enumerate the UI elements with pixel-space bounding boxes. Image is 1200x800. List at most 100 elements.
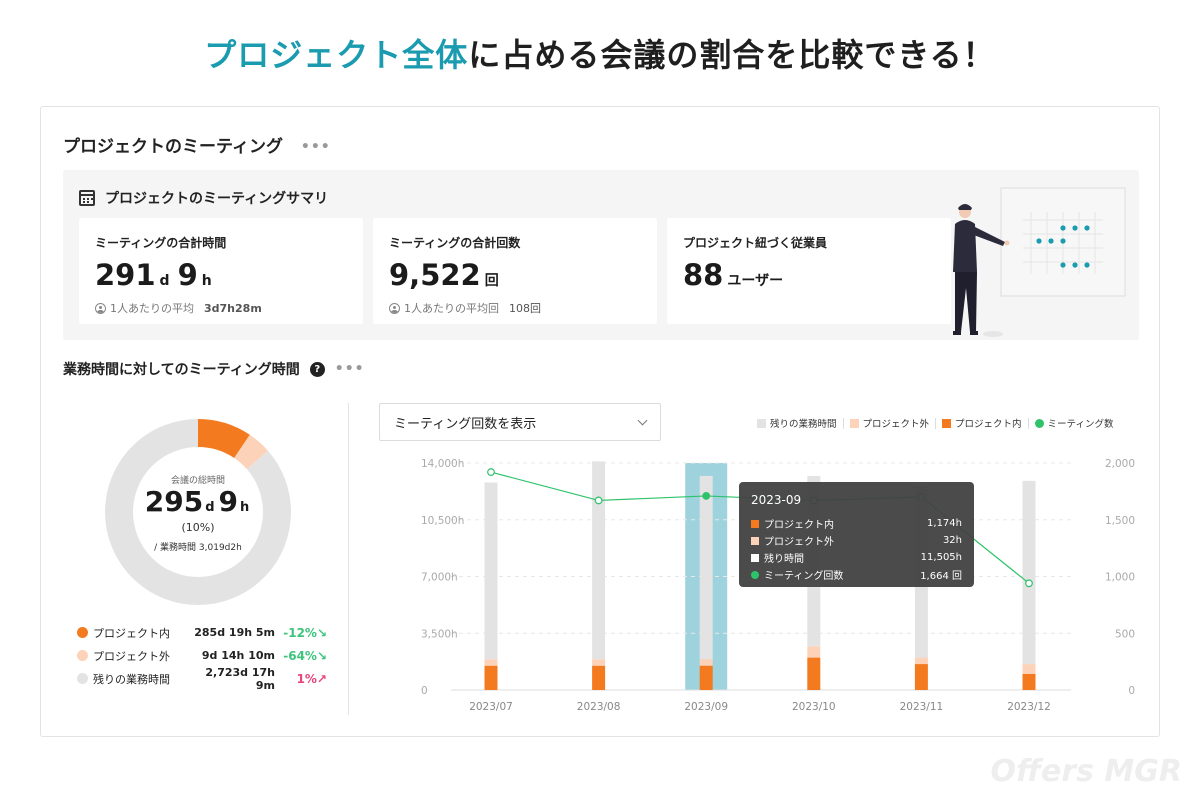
stat-employees: プロジェクト紐づく従業員 88 ユーザー: [667, 218, 951, 324]
meeting-card: プロジェクトのミーティング ••• プロジェクトのミーティングサマリ ミーティン…: [40, 106, 1160, 737]
legend-name: プロジェクト内: [93, 626, 170, 640]
user-icon: [389, 302, 400, 314]
tooltip-row-value: 11,505h: [920, 552, 962, 563]
bar-segment: [592, 461, 606, 660]
calendar-icon: [79, 190, 95, 206]
chart-legend-item[interactable]: プロジェクト外: [849, 416, 930, 430]
donut-chart: 会議の総時間 295 d 9 h (10%) / 業務時間 3,019d2h: [103, 417, 293, 607]
section-more-icon[interactable]: •••: [334, 361, 365, 377]
help-icon[interactable]: ?: [309, 361, 325, 377]
donut-value-days: 295: [144, 485, 204, 518]
bar-segment: [914, 657, 928, 665]
donut-unit-days: d: [205, 500, 215, 515]
bar-segment: [592, 659, 606, 666]
tooltip-row: 残り時間 11,505h: [751, 550, 962, 565]
line-point: [1025, 579, 1033, 588]
legend-swatch: [1034, 418, 1044, 428]
legend-dot: [77, 627, 88, 638]
legend-name: プロジェクト外: [93, 649, 170, 663]
meeting-summary: プロジェクトのミーティングサマリ ミーティングの合計時間 291 d 9 h 1…: [63, 170, 1139, 340]
y-left-tick: 0: [421, 685, 428, 697]
chart-legend-item[interactable]: 残りの業務時間: [757, 416, 837, 430]
line-point: [487, 468, 495, 476]
tooltip-swatch: [751, 536, 759, 545]
tooltip-swatch: [751, 570, 759, 579]
bar-segment: [592, 665, 606, 690]
card-title-text: プロジェクトのミーティング: [63, 137, 283, 157]
bar-segment: [699, 659, 713, 666]
legend-swatch: [849, 418, 859, 428]
line-point: [702, 492, 711, 500]
stat-value-hours: 9: [177, 258, 198, 292]
divider: [348, 403, 349, 715]
donut-percent: (10%): [181, 521, 215, 534]
stat-value-count: 9,522: [389, 258, 481, 292]
y-right-tick: 0: [1128, 685, 1135, 697]
tooltip-row-value: 1,174h: [927, 518, 962, 529]
bar-segment: [484, 665, 498, 690]
legend-swatch: [942, 418, 952, 428]
chart-legend-item[interactable]: プロジェクト内: [942, 416, 1022, 430]
tooltip-swatch: [751, 553, 759, 562]
chart-mode-select[interactable]: ミーティング回数を表示: [379, 403, 661, 441]
chart-legend-item[interactable]: ミーティング数: [1034, 416, 1113, 430]
tooltip-row-name: 残り時間: [764, 554, 804, 565]
y-right-tick: 500: [1115, 628, 1135, 640]
stat-value-days: 291: [95, 258, 156, 292]
bar-segment: [484, 659, 498, 666]
legend-change: -12%↘: [283, 625, 327, 640]
legend-separator: [1027, 417, 1029, 429]
x-tick-label: 2023/11: [900, 701, 944, 713]
stat-sub-label: 1人あたりの平均回: [404, 302, 499, 315]
y-right-tick: 2,000: [1105, 458, 1135, 470]
section-title-text: 業務時間に対してのミーティング時間: [63, 362, 300, 378]
legend-row: プロジェクト外 9d 14h 10m -64%↘: [77, 644, 337, 667]
stat-label: ミーティングの合計回数: [389, 236, 521, 250]
legend-value: 2,723d 17h 9m: [205, 665, 275, 692]
headline-rest: に占める会議の割合を比較できる！: [468, 36, 996, 74]
stat-label: ミーティングの合計時間: [95, 236, 227, 250]
stat-value: 88 ユーザー: [683, 258, 787, 292]
legend-separator: [935, 417, 937, 429]
user-icon: [95, 302, 106, 314]
tooltip-row-name: プロジェクト内: [764, 520, 834, 531]
donut-segment-2: [105, 419, 291, 605]
stat-sub: 1人あたりの平均 3d7h28m: [95, 300, 262, 316]
y-right-tick: 1,500: [1105, 515, 1135, 527]
bar-segment: [699, 475, 713, 660]
donut-unit-hours: h: [239, 500, 250, 515]
stat-unit-count: 回: [484, 273, 499, 289]
legend-row: プロジェクト内 285d 19h 5m -12%↘: [77, 621, 337, 644]
stat-sub-value: 108回: [509, 302, 541, 315]
donut-center-value: 295 d 9 h: [103, 485, 293, 518]
stat-total-count: ミーティングの合計回数 9,522 回 1人あたりの平均回 108回: [373, 218, 657, 324]
section-title: 業務時間に対してのミーティング時間 ? •••: [63, 359, 365, 379]
legend-row: 残りの業務時間 2,723d 17h 9m 1%↗: [77, 665, 337, 692]
y-left-tick: 10,500h: [421, 515, 464, 527]
bar-chart: 14,000h 10,500h 7,000h 3,500h 0 2,000 1,500 1,0…: [421, 458, 1135, 713]
legend-change: 1%↗: [296, 671, 327, 686]
x-tick-label: 2023/10: [792, 701, 836, 713]
stat-sub: 1人あたりの平均回 108回: [389, 300, 541, 316]
bar-segment: [699, 665, 713, 690]
bar-segment: [1022, 480, 1036, 665]
donut-legend: プロジェクト内 285d 19h 5m -12%↘ プロジェクト外 9d 14h…: [77, 621, 337, 692]
donut-center: 会議の総時間 295 d 9 h (10%) / 業務時間 3,019d2h: [103, 417, 293, 607]
line-point: [594, 496, 603, 505]
tooltip-row-name: プロジェクト外: [764, 537, 834, 548]
tooltip-row: ミーティング回数 1,664 回: [751, 567, 962, 582]
bar-segment: [484, 482, 498, 660]
tooltip-row: プロジェクト外 32h: [751, 533, 962, 548]
stat-value: 9,522 回: [389, 258, 503, 292]
x-tick-label: 2023/08: [577, 701, 621, 713]
y-left-tick: 14,000h: [421, 458, 464, 470]
y-right-tick: 1,000: [1105, 572, 1135, 584]
headline: プロジェクト全体に占める会議の割合を比較できる！: [0, 30, 1200, 76]
legend-label: プロジェクト外: [862, 419, 930, 430]
tooltip-row-value: 32h: [942, 535, 962, 546]
x-tick-label: 2023/12: [1007, 701, 1051, 713]
summary-title: プロジェクトのミーティングサマリ: [105, 191, 329, 207]
donut-value-hours: 9: [218, 485, 238, 518]
bar-segment: [1022, 673, 1036, 690]
card-more-icon[interactable]: •••: [300, 139, 331, 155]
